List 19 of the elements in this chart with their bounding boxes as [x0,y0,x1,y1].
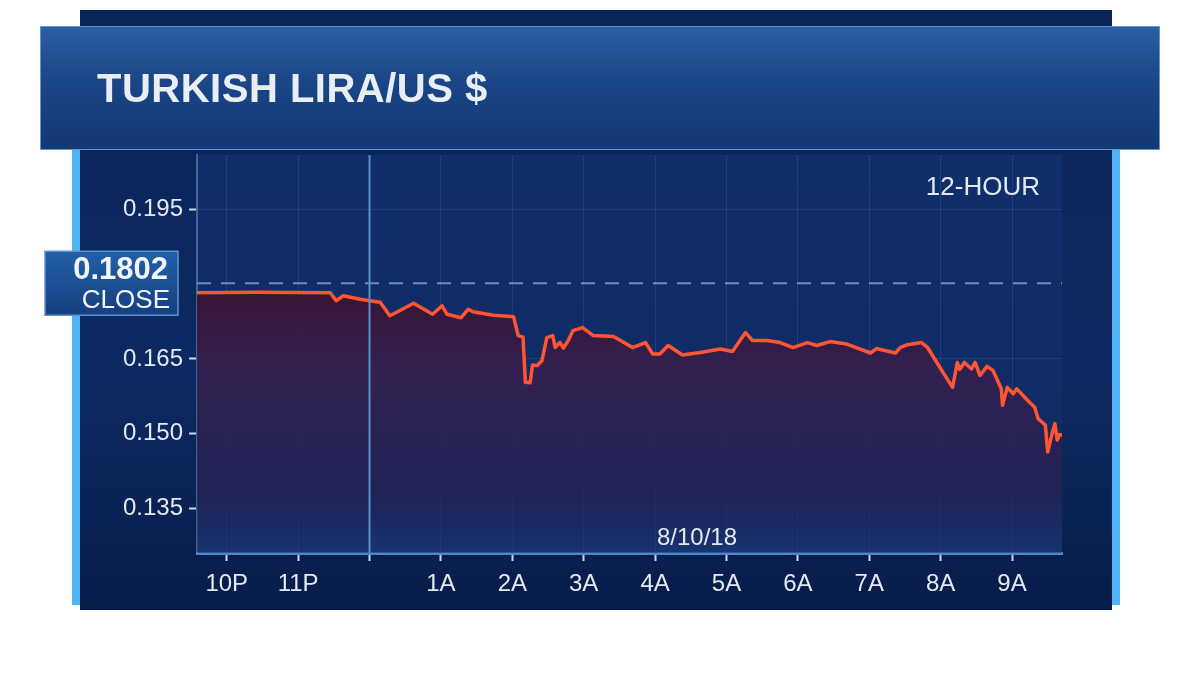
x-tick-label: 5A [711,569,742,597]
y-tick-label: 0.165 [122,343,183,371]
y-tick-label: 0.135 [122,492,183,520]
x-tick-label: 2A [497,569,527,597]
x-tick-label: 8A [925,569,956,597]
x-tick-label: 11P [277,569,319,597]
text: 12-HOUR [924,170,1040,202]
x-tick-label: 9A [997,569,1027,597]
x-tick-label: 10P [205,569,249,597]
y-tick-label: 0.150 [122,418,183,446]
chart-title: TURKISH LIRA/US $ [97,65,488,112]
x-tick-label: 1A [426,569,456,597]
x-tick-label: 3A [569,569,599,597]
x-tick-label: 6A [783,569,813,597]
ref-line-label: 0.1802 CLOSE [73,250,170,314]
y-tick-label: 0.195 [122,194,183,222]
annotation: 8/10/18 [656,523,738,550]
x-tick-label: 4A [640,569,670,597]
x-tick-label: 7A [854,569,884,597]
